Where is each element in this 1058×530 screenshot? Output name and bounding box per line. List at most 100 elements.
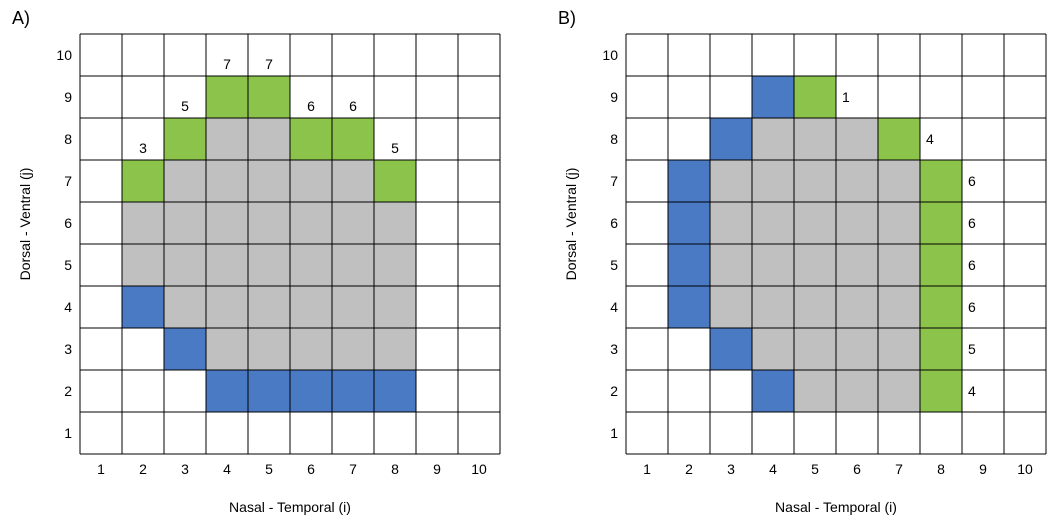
x-tick-label: 7 xyxy=(895,461,903,477)
y-tick-label: 1 xyxy=(64,425,72,441)
green-cell xyxy=(920,160,962,202)
blue-cell xyxy=(668,286,710,328)
y-tick-label: 4 xyxy=(64,299,72,315)
x-tick-label: 1 xyxy=(97,461,105,477)
count-label: 6 xyxy=(968,173,976,189)
y-tick-label: 10 xyxy=(56,47,72,63)
gray-cell xyxy=(794,328,836,370)
gray-cell xyxy=(752,160,794,202)
gray-cell xyxy=(836,370,878,412)
blue-cell xyxy=(374,370,416,412)
gray-cell xyxy=(374,328,416,370)
gray-cell xyxy=(332,328,374,370)
gray-cell xyxy=(836,160,878,202)
blue-cell xyxy=(332,370,374,412)
x-tick-label: 9 xyxy=(979,461,987,477)
green-cell xyxy=(206,76,248,118)
gray-cell xyxy=(374,202,416,244)
y-tick-label: 5 xyxy=(610,257,618,273)
y-tick-label: 6 xyxy=(64,215,72,231)
gray-cell xyxy=(794,370,836,412)
green-cell xyxy=(332,118,374,160)
gray-cell xyxy=(206,244,248,286)
gray-cell xyxy=(836,244,878,286)
blue-cell xyxy=(752,370,794,412)
y-axis-label: Dorsal - Ventral (j) xyxy=(563,168,579,281)
green-cell xyxy=(164,118,206,160)
x-axis-label: Nasal - Temporal (i) xyxy=(775,499,897,515)
x-tick-label: 8 xyxy=(937,461,945,477)
gray-cell xyxy=(710,286,752,328)
gray-cell xyxy=(794,286,836,328)
gray-cell xyxy=(206,160,248,202)
x-tick-label: 5 xyxy=(811,461,819,477)
x-tick-label: 2 xyxy=(685,461,693,477)
x-tick-label: 8 xyxy=(391,461,399,477)
y-tick-label: 2 xyxy=(610,383,618,399)
y-tick-label: 9 xyxy=(610,89,618,105)
green-cell xyxy=(794,76,836,118)
y-axis-label: Dorsal - Ventral (j) xyxy=(17,168,33,281)
y-tick-label: 1 xyxy=(610,425,618,441)
y-tick-label: 7 xyxy=(610,173,618,189)
x-tick-label: 5 xyxy=(265,461,273,477)
count-label: 6 xyxy=(968,257,976,273)
gray-cell xyxy=(332,202,374,244)
x-tick-label: 3 xyxy=(181,461,189,477)
gray-cell xyxy=(752,202,794,244)
gray-cell xyxy=(290,286,332,328)
blue-cell xyxy=(668,160,710,202)
green-cell xyxy=(920,328,962,370)
y-tick-label: 6 xyxy=(610,215,618,231)
x-tick-label: 10 xyxy=(471,461,487,477)
gray-cell xyxy=(332,286,374,328)
gray-cell xyxy=(122,244,164,286)
y-tick-label: 8 xyxy=(610,131,618,147)
gray-cell xyxy=(374,244,416,286)
blue-cell xyxy=(164,328,206,370)
count-label: 4 xyxy=(926,131,934,147)
green-cell xyxy=(920,286,962,328)
y-tick-label: 3 xyxy=(610,341,618,357)
gray-cell xyxy=(878,328,920,370)
panel-label: A) xyxy=(12,8,30,28)
x-tick-label: 4 xyxy=(223,461,231,477)
count-label: 5 xyxy=(968,341,976,357)
x-tick-label: 9 xyxy=(433,461,441,477)
gray-cell xyxy=(878,244,920,286)
gray-cell xyxy=(206,328,248,370)
blue-cell xyxy=(122,286,164,328)
blue-cell xyxy=(206,370,248,412)
gray-cell xyxy=(836,118,878,160)
gray-cell xyxy=(878,202,920,244)
gray-cell xyxy=(710,244,752,286)
gray-cell xyxy=(836,202,878,244)
x-tick-label: 4 xyxy=(769,461,777,477)
gray-cell xyxy=(206,118,248,160)
gray-cell xyxy=(878,286,920,328)
panel-label: B) xyxy=(558,8,576,28)
gray-cell xyxy=(248,328,290,370)
y-tick-label: 10 xyxy=(602,47,618,63)
blue-cell xyxy=(668,244,710,286)
count-label: 6 xyxy=(968,215,976,231)
count-label: 5 xyxy=(391,140,399,156)
gray-cell xyxy=(794,160,836,202)
gray-cell xyxy=(248,286,290,328)
panel-b: 1 2 3 4 5 6 7 8 9 10 1 2 3 4 5 6 7 8 9 10 1 4 6 6 6 6 5 4 B) Nasal - … xyxy=(558,8,1047,515)
green-cell xyxy=(290,118,332,160)
gray-cell xyxy=(164,160,206,202)
gray-cell xyxy=(710,202,752,244)
gray-cell xyxy=(878,160,920,202)
x-tick-label: 2 xyxy=(139,461,147,477)
gray-cell xyxy=(290,202,332,244)
y-tick-label: 7 xyxy=(64,173,72,189)
count-label: 7 xyxy=(265,56,273,72)
green-cell xyxy=(374,160,416,202)
green-cell xyxy=(248,76,290,118)
count-label: 5 xyxy=(181,98,189,114)
green-cell xyxy=(878,118,920,160)
blue-cell xyxy=(752,76,794,118)
count-label: 6 xyxy=(307,98,315,114)
